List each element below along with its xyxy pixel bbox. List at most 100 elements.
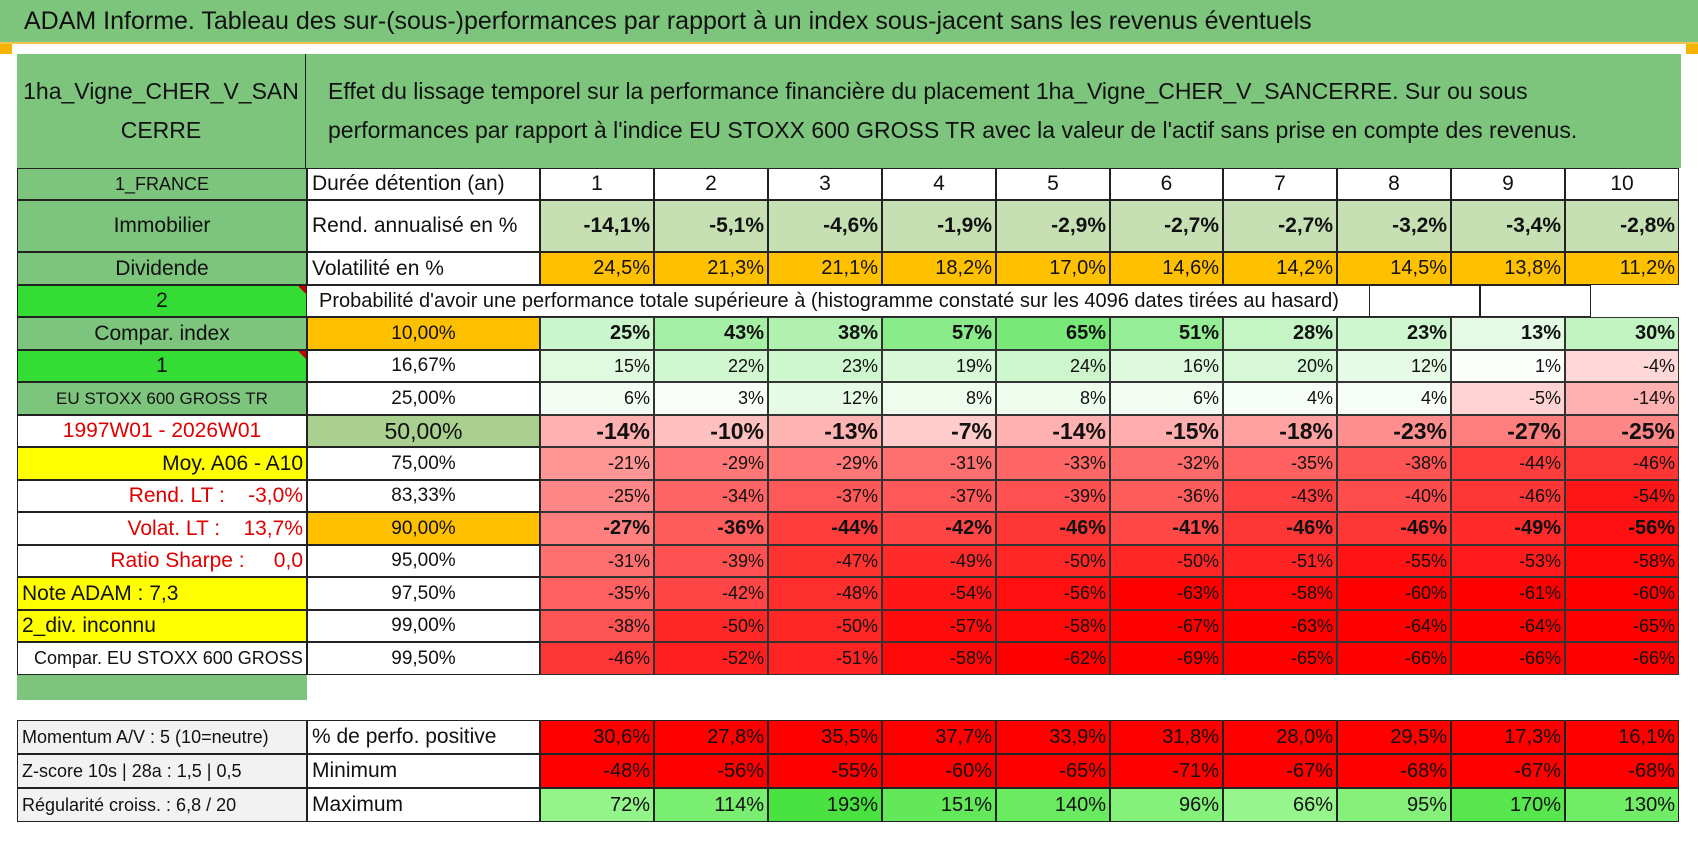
threshold-cell-2: 16,67% [307, 350, 540, 382]
pos-cell-8: 29,5% [1337, 720, 1451, 754]
volat-lt-label: Volat. LT : 13,7% [17, 512, 307, 545]
year-header-3: 3 [768, 168, 882, 200]
prob-cell-r10-c6: -67% [1110, 610, 1223, 642]
rend-cell-4: -1,9% [882, 200, 996, 252]
prob-cell-r5-c10: -46% [1565, 447, 1679, 480]
prob-cell-r7-c6: -41% [1110, 512, 1223, 545]
max-cell-2: 114% [654, 788, 768, 822]
prob-cell-r3-c4: 8% [882, 382, 996, 415]
prob-cell-r3-c7: 4% [1223, 382, 1337, 415]
prob-cell-r8-c1: -31% [540, 545, 654, 577]
prob-cell-r1-c1: 25% [540, 317, 654, 350]
prob-cell-r11-c9: -66% [1451, 642, 1565, 675]
prob-cell-r6-c10: -54% [1565, 480, 1679, 512]
duree-label: Durée détention (an) [307, 168, 540, 200]
category-label: Immobilier [17, 200, 307, 252]
proba-blank-10 [1480, 285, 1591, 317]
prob-cell-r8-c10: -58% [1565, 545, 1679, 577]
prob-cell-r9-c9: -61% [1451, 577, 1565, 610]
regularite-label: Régularité croiss. : 6,8 / 20 [17, 788, 307, 822]
prob-cell-r10-c1: -38% [540, 610, 654, 642]
rend-label: Rend. annualisé en % [307, 200, 540, 252]
prob-cell-r7-c1: -27% [540, 512, 654, 545]
prob-cell-r3-c5: 8% [996, 382, 1110, 415]
prob-cell-r1-c8: 23% [1337, 317, 1451, 350]
prob-cell-r9-c7: -58% [1223, 577, 1337, 610]
min-cell-1: -48% [540, 754, 654, 788]
prob-cell-r2-c1: 15% [540, 350, 654, 382]
period-label: 1997W01 - 2026W01 [17, 415, 307, 447]
prob-cell-r11-c3: -51% [768, 642, 882, 675]
prob-cell-r8-c9: -53% [1451, 545, 1565, 577]
year-header-2: 2 [654, 168, 768, 200]
prob-cell-r4-c6: -15% [1110, 415, 1223, 447]
prob-cell-r10-c9: -64% [1451, 610, 1565, 642]
vol-cell-2: 21,3% [654, 252, 768, 285]
year-header-1: 1 [540, 168, 654, 200]
report-title: ADAM Informe. Tableau des sur-(sous-)per… [24, 7, 1312, 35]
max-label: Maximum [307, 788, 540, 822]
prob-cell-r10-c5: -58% [996, 610, 1110, 642]
vol-cell-5: 17,0% [996, 252, 1110, 285]
prob-cell-r8-c6: -50% [1110, 545, 1223, 577]
min-cell-2: -56% [654, 754, 768, 788]
vol-cell-1: 24,5% [540, 252, 654, 285]
min-cell-10: -68% [1565, 754, 1679, 788]
prob-cell-r2-c8: 12% [1337, 350, 1451, 382]
prob-cell-r9-c8: -60% [1337, 577, 1451, 610]
rend-lt-label: Rend. LT : -3,0% [17, 480, 307, 512]
compar-index-label: Compar. index [17, 317, 307, 350]
prob-cell-r6-c2: -34% [654, 480, 768, 512]
rend-cell-5: -2,9% [996, 200, 1110, 252]
prob-cell-r2-c3: 23% [768, 350, 882, 382]
threshold-cell-8: 95,00% [307, 545, 540, 577]
prob-cell-r4-c4: -7% [882, 415, 996, 447]
prob-cell-r10-c7: -63% [1223, 610, 1337, 642]
prob-cell-r8-c4: -49% [882, 545, 996, 577]
description-cell: Effet du lissage temporel sur la perform… [306, 54, 1681, 168]
prob-cell-r9-c2: -42% [654, 577, 768, 610]
year-header-9: 9 [1451, 168, 1565, 200]
prob-cell-r7-c10: -56% [1565, 512, 1679, 545]
prob-cell-r4-c5: -14% [996, 415, 1110, 447]
max-cell-3: 193% [768, 788, 882, 822]
pos-cell-9: 17,3% [1451, 720, 1565, 754]
pos-cell-3: 35,5% [768, 720, 882, 754]
prob-cell-r10-c10: -65% [1565, 610, 1679, 642]
pos-cell-4: 37,7% [882, 720, 996, 754]
vol-cell-9: 13,8% [1451, 252, 1565, 285]
prob-cell-r5-c4: -31% [882, 447, 996, 480]
prob-cell-r6-c9: -46% [1451, 480, 1565, 512]
subcategory-label: Dividende [17, 252, 307, 285]
prob-cell-r1-c4: 57% [882, 317, 996, 350]
pos-cell-10: 16,1% [1565, 720, 1679, 754]
prob-cell-r7-c8: -46% [1337, 512, 1451, 545]
prob-cell-r11-c5: -62% [996, 642, 1110, 675]
prob-cell-r7-c3: -44% [768, 512, 882, 545]
prob-cell-r3-c1: 6% [540, 382, 654, 415]
prob-cell-r5-c8: -38% [1337, 447, 1451, 480]
prob-cell-r7-c4: -42% [882, 512, 996, 545]
threshold-cell-9: 97,50% [307, 577, 540, 610]
threshold-cell-6: 83,33% [307, 480, 540, 512]
prob-cell-r5-c1: -21% [540, 447, 654, 480]
year-header-4: 4 [882, 168, 996, 200]
prob-cell-r10-c3: -50% [768, 610, 882, 642]
prob-cell-r3-c6: 6% [1110, 382, 1223, 415]
min-cell-4: -60% [882, 754, 996, 788]
prob-cell-r8-c2: -39% [654, 545, 768, 577]
pos-cell-6: 31,8% [1110, 720, 1223, 754]
zscore-label: Z-score 10s | 28a : 1,5 | 0,5 [17, 754, 307, 788]
prob-cell-r7-c9: -49% [1451, 512, 1565, 545]
max-cell-7: 66% [1223, 788, 1337, 822]
prob-cell-r9-c5: -56% [996, 577, 1110, 610]
prob-cell-r10-c2: -50% [654, 610, 768, 642]
min-cell-8: -68% [1337, 754, 1451, 788]
prob-cell-r4-c1: -14% [540, 415, 654, 447]
prob-cell-r5-c5: -33% [996, 447, 1110, 480]
prob-cell-r9-c3: -48% [768, 577, 882, 610]
prob-cell-r2-c7: 20% [1223, 350, 1337, 382]
rend-cell-7: -2,7% [1223, 200, 1337, 252]
max-cell-6: 96% [1110, 788, 1223, 822]
rend-cell-10: -2,8% [1565, 200, 1679, 252]
